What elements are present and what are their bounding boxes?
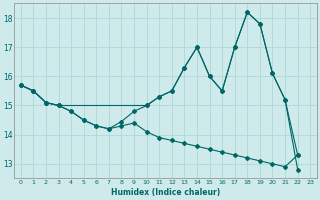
X-axis label: Humidex (Indice chaleur): Humidex (Indice chaleur) [111, 188, 220, 197]
